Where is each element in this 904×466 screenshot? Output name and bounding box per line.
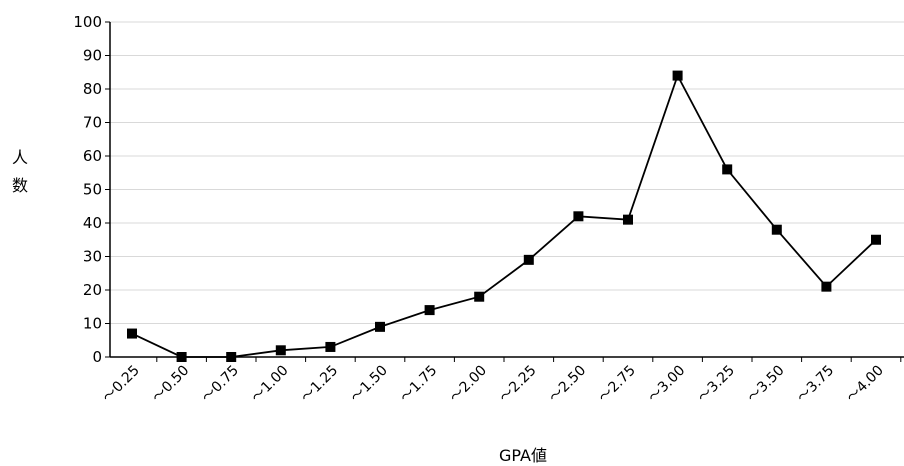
data-point-12 — [722, 164, 733, 175]
y-tick-label-20: 20 — [83, 281, 102, 299]
y-tick-label-40: 40 — [83, 214, 102, 232]
y-tick-label-60: 60 — [83, 147, 102, 165]
x-tick-label-3: ～1.00 — [248, 363, 291, 406]
y-tick-label-80: 80 — [83, 80, 102, 98]
y-axis-title-char: 数 — [12, 176, 28, 195]
x-tick-label-1: ～0.50 — [149, 363, 192, 406]
x-tick-label-10: ～2.75 — [596, 363, 639, 406]
y-axis-title-char: 人 — [12, 148, 28, 167]
x-tick-label-7: ～2.00 — [447, 363, 490, 406]
data-point-14 — [821, 281, 832, 292]
data-point-4 — [325, 341, 336, 352]
x-tick-label-15: ～4.00 — [844, 363, 887, 406]
data-point-0 — [127, 328, 137, 339]
x-axis-ticks: ～0.25 ～0.50 ～0.75 ～1.00 ～1.25 ～1.50 ～1.75 ～2.00… — [100, 357, 902, 406]
data-point-9 — [573, 211, 584, 222]
x-tick-label-8: ～2.25 — [496, 363, 539, 406]
data-point-7 — [474, 291, 485, 302]
x-tick-label-13: ～3.50 — [744, 363, 787, 406]
data-point-13 — [771, 224, 782, 235]
x-tick-label-11: ～3.00 — [645, 363, 688, 406]
gridlines — [110, 21, 904, 324]
data-point-8 — [523, 254, 534, 265]
x-tick-label-2: ～0.75 — [199, 363, 242, 406]
data-markers — [127, 70, 881, 362]
series-line — [131, 73, 877, 358]
x-tick-label-5: ～1.50 — [348, 363, 391, 406]
x-tick-label-6: ～1.75 — [397, 363, 440, 406]
y-axis-title: 人数 — [12, 148, 28, 195]
x-tick-label-12: ～3.25 — [695, 363, 738, 406]
y-tick-label-100: 100 — [73, 13, 102, 31]
y-tick-label-30: 30 — [83, 248, 102, 266]
x-tick-label-0: ～0.25 — [100, 363, 143, 406]
y-tick-label-90: 90 — [83, 47, 102, 65]
y-axis-ticks: 0 10 20 30 40 50 60 70 80 90 100 — [73, 13, 110, 366]
y-tick-label-10: 10 — [83, 315, 102, 333]
data-point-6 — [424, 305, 435, 316]
data-point-15 — [871, 234, 881, 245]
y-tick-label-50: 50 — [83, 181, 102, 199]
x-tick-label-4: ～1.25 — [298, 363, 341, 406]
x-tick-label-14: ～3.75 — [794, 363, 837, 406]
data-point-3 — [275, 345, 286, 356]
y-tick-label-70: 70 — [83, 114, 102, 132]
data-point-11 — [672, 70, 683, 81]
data-point-10 — [623, 214, 633, 225]
x-axis-title: GPA値 — [499, 446, 547, 465]
data-point-2 — [226, 352, 237, 362]
x-tick-label-9: ～2.50 — [546, 363, 589, 406]
y-tick-label-0: 0 — [92, 348, 102, 366]
data-point-5 — [375, 321, 385, 332]
data-point-1 — [176, 352, 187, 362]
